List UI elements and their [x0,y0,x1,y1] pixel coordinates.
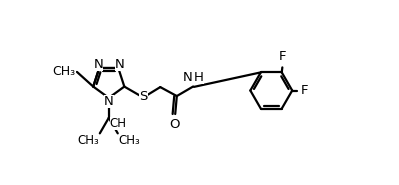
Text: CH₃: CH₃ [77,134,99,147]
Text: N: N [183,71,192,84]
Text: F: F [301,84,309,97]
Text: N: N [104,95,114,108]
Text: N: N [115,58,124,71]
Text: CH₃: CH₃ [53,65,76,78]
Text: S: S [139,90,148,102]
Text: H: H [194,71,204,84]
Text: CH: CH [110,117,127,130]
Text: O: O [169,118,179,131]
Text: CH₃: CH₃ [119,134,140,147]
Text: N: N [93,58,103,71]
Text: F: F [279,50,286,63]
